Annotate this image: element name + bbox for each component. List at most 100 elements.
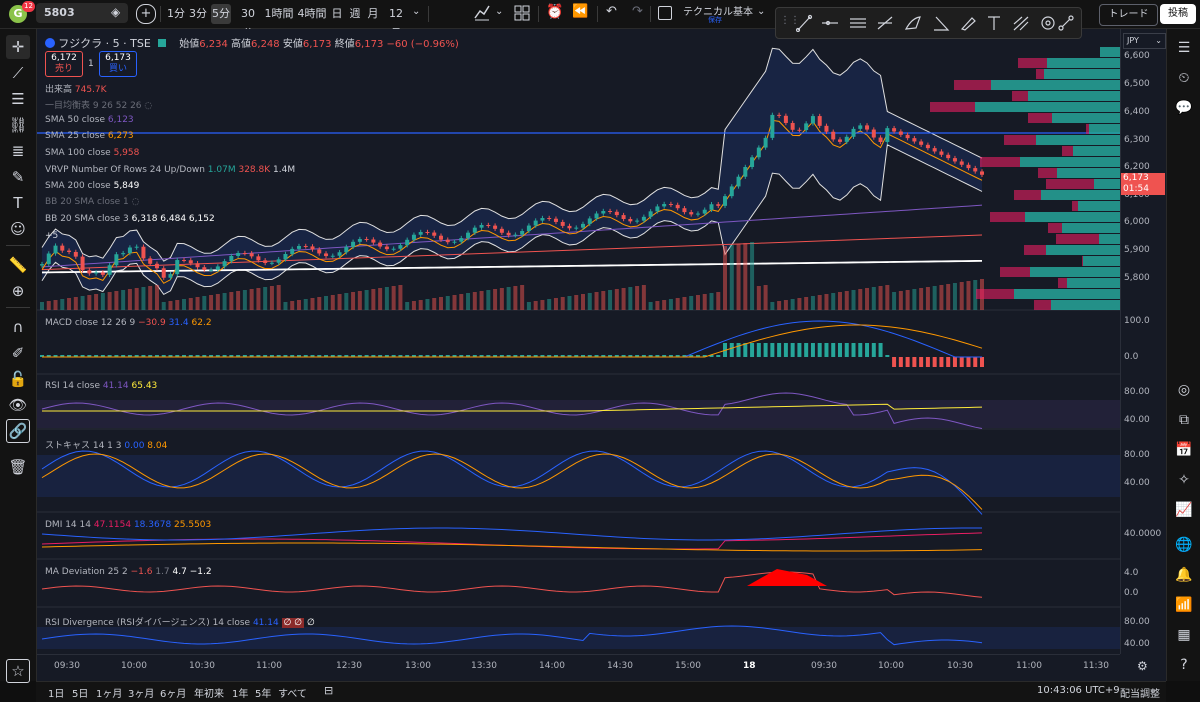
- range-button[interactable]: 3ヶ月: [128, 689, 155, 700]
- drawing-toolbar: ⋮⋮: [775, 7, 1082, 39]
- volume-bar: [810, 296, 815, 310]
- layout-checkbox-icon[interactable]: [658, 6, 672, 20]
- interval-10[interactable]: 12月: [389, 7, 403, 40]
- crosshair-icon[interactable]: ✛: [6, 35, 30, 59]
- horizontal-lines-icon[interactable]: ☰: [11, 90, 25, 108]
- trade-button[interactable]: トレード: [1099, 4, 1158, 26]
- interval-2[interactable]: 3分: [189, 7, 207, 20]
- interval-7[interactable]: 日: [331, 7, 343, 20]
- volume-bar: [641, 285, 646, 310]
- time-axis[interactable]: 09:30 10:00 10:30 11:00 12:30 13:00 13:30 14:00…: [37, 654, 1120, 681]
- indicators-icon[interactable]: [514, 5, 530, 24]
- vrvp-bar-down: [954, 80, 991, 90]
- layout-name[interactable]: テクニカル基本: [683, 7, 753, 18]
- calendar-icon[interactable]: 📅: [1175, 442, 1193, 458]
- macd-hist-bar: [351, 355, 356, 357]
- macd-hist-bar: [371, 355, 376, 357]
- volume-bar: [418, 300, 423, 310]
- chart-area[interactable]: フジクラ · 5 · TSE 始値6,234 高値6,248 安値6,173 終…: [37, 29, 1166, 681]
- chart-settings-icon[interactable]: ⚙: [1137, 659, 1148, 673]
- price-tick: 6,100: [1124, 190, 1150, 200]
- range-button[interactable]: 1日: [48, 689, 65, 700]
- date-range-icon[interactable]: ⊟: [324, 684, 334, 697]
- macd-hist-bar: [188, 355, 193, 357]
- range-button[interactable]: 6ヶ月: [160, 689, 187, 700]
- add-symbol-icon[interactable]: +: [136, 4, 156, 24]
- globe-icon[interactable]: 🌐: [1175, 537, 1193, 553]
- brush-icon[interactable]: ✎: [11, 168, 25, 186]
- sell-button[interactable]: 6,172 売り: [45, 51, 83, 77]
- chart-type-icon[interactable]: [473, 2, 491, 25]
- macd-hist-bar: [330, 355, 335, 357]
- trash-icon[interactable]: 🗑: [8, 458, 28, 476]
- layers-icon[interactable]: ⧉: [1179, 412, 1189, 428]
- magnet-icon[interactable]: ∩: [12, 318, 24, 336]
- replay-icon[interactable]: ⏪: [572, 4, 589, 19]
- macd-hist-bar: [581, 355, 586, 357]
- ruler-icon[interactable]: 📏: [8, 256, 28, 274]
- fib-retracement-icon[interactable]: ≣: [11, 142, 25, 160]
- range-button[interactable]: 5日: [72, 689, 89, 700]
- interval-3[interactable]: 5分: [211, 4, 231, 24]
- emoji-icon[interactable]: ☺: [10, 220, 26, 238]
- interval-4[interactable]: 30分: [241, 7, 255, 40]
- range-button[interactable]: 年初来: [194, 689, 224, 700]
- volume-bar: [310, 298, 315, 310]
- watchlist-icon[interactable]: ☰: [1177, 40, 1191, 56]
- chart-up-icon[interactable]: 📈: [1175, 502, 1193, 518]
- macd-hist-bar: [452, 355, 457, 357]
- macd-hist-bar: [100, 355, 105, 357]
- interval-5[interactable]: 1時間: [264, 7, 294, 20]
- trend-line-icon[interactable]: ⟋: [12, 64, 24, 82]
- symbol-search-box[interactable]: 5803: [36, 3, 128, 23]
- currency-selector[interactable]: JPY ⌄: [1123, 33, 1166, 49]
- help-icon[interactable]: ?: [1180, 657, 1188, 673]
- undo-icon[interactable]: ↶: [606, 4, 617, 19]
- interval-6[interactable]: 4時間: [297, 7, 327, 20]
- range-button[interactable]: すべて: [278, 689, 307, 700]
- more-indicators[interactable]: +5: [45, 231, 59, 241]
- buy-button[interactable]: 6,173 買い: [99, 51, 137, 77]
- link-icon[interactable]: 🔗: [6, 419, 30, 443]
- eye-hidden-icon[interactable]: ◌: [131, 197, 140, 207]
- chart-title[interactable]: フジクラ · 5 · TSE: [58, 37, 151, 50]
- grid-icon[interactable]: ▦: [1177, 627, 1191, 643]
- chevron-down-icon[interactable]: ⌄: [757, 6, 766, 17]
- pattern-icon[interactable]: ⛓: [8, 116, 28, 134]
- redo-icon[interactable]: ↷: [632, 4, 643, 19]
- text-icon[interactable]: T: [13, 194, 23, 212]
- target-icon[interactable]: ◎: [1177, 382, 1191, 398]
- zoom-in-icon[interactable]: ⊕: [11, 282, 25, 300]
- lock-icon[interactable]: 🔓: [8, 370, 28, 388]
- eye-hidden-icon[interactable]: ◌: [144, 101, 153, 111]
- stay-drawing-icon[interactable]: ✐: [11, 344, 25, 362]
- compare-icon[interactable]: ◈: [111, 5, 121, 19]
- chevron-down-icon[interactable]: ⌄: [412, 6, 421, 17]
- range-button[interactable]: 1ヶ月: [96, 689, 123, 700]
- chat-icon[interactable]: 💬: [1175, 100, 1193, 116]
- alert-icon[interactable]: ⏰: [546, 4, 564, 20]
- macd-hist-bar: [594, 355, 599, 357]
- volume-bar: [804, 297, 809, 310]
- alerts-clock-icon[interactable]: ⏲: [1178, 70, 1190, 86]
- post-button[interactable]: 投稿: [1160, 4, 1196, 24]
- interval-9[interactable]: 月: [367, 7, 379, 20]
- macd-hist-bar: [303, 355, 308, 357]
- notifications-icon[interactable]: 🔔: [1175, 567, 1193, 583]
- range-button[interactable]: 5年: [255, 689, 272, 700]
- interval-1[interactable]: 1分: [167, 7, 185, 20]
- eye-icon[interactable]: 👁: [8, 396, 28, 414]
- drag-handle-icon[interactable]: ⋮⋮: [780, 15, 800, 26]
- range-button[interactable]: 1年: [232, 689, 249, 700]
- signal-icon[interactable]: 📶: [1175, 597, 1193, 613]
- macd-hist-bar: [121, 355, 126, 357]
- volume-bar: [188, 298, 193, 310]
- interval-8[interactable]: 週: [349, 7, 361, 20]
- adjust-button[interactable]: 配当調整: [1120, 689, 1160, 700]
- favorites-star-icon[interactable]: ☆: [6, 659, 30, 683]
- chevron-down-icon[interactable]: ⌄: [495, 6, 504, 17]
- price-axis[interactable]: JPY ⌄ 6,600 6,500 6,400 6,300 6,200 6,100 6,000…: [1120, 29, 1166, 654]
- ideas-icon[interactable]: ✧: [1178, 472, 1190, 488]
- clock-text[interactable]: 10:43:06 UTC+9: [1037, 685, 1120, 696]
- chart-canvas[interactable]: [37, 29, 1166, 681]
